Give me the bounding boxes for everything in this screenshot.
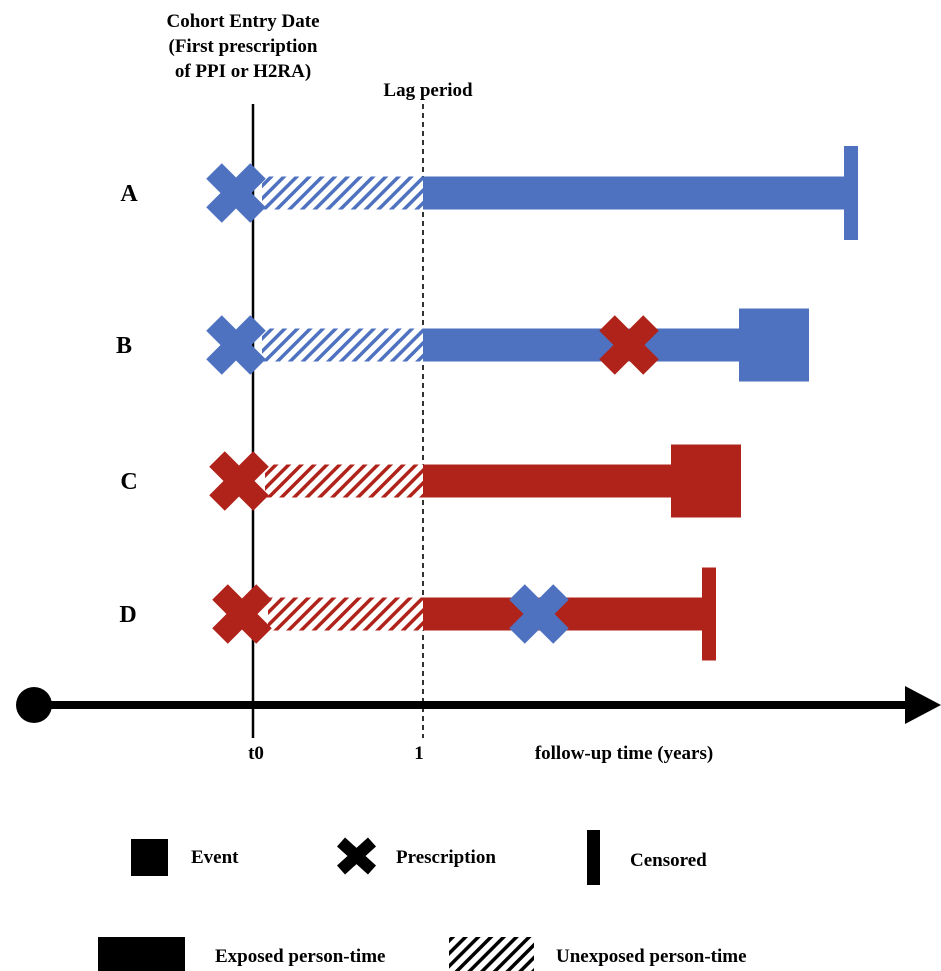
exposed-person-time-bar bbox=[423, 176, 850, 210]
axis-tick-t0: t0 bbox=[248, 743, 264, 764]
cohort-entry-heading: Cohort Entry Date (First prescription of… bbox=[166, 11, 319, 82]
filled-square-icon bbox=[131, 839, 168, 876]
exposed-person-time-bar bbox=[423, 464, 705, 498]
participant-rows: A B C D bbox=[116, 146, 858, 661]
unexposed-person-time-bar bbox=[262, 176, 423, 210]
row-label: C bbox=[120, 469, 137, 495]
censored-bar-icon bbox=[702, 567, 716, 661]
legend-unexposed-label: Unexposed person-time bbox=[556, 946, 747, 967]
second-prescription-x-icon bbox=[599, 315, 659, 375]
row-label: A bbox=[120, 181, 138, 207]
axis-tick-1: 1 bbox=[414, 743, 424, 764]
exposed-person-time-bar bbox=[423, 328, 772, 362]
axis-arrow-icon bbox=[905, 686, 941, 724]
cohort-entry-line-2: (First prescription bbox=[169, 36, 318, 57]
event-square-icon bbox=[671, 444, 741, 518]
legend-exposed-label: Exposed person-time bbox=[215, 946, 385, 967]
x-mark-icon bbox=[336, 837, 377, 875]
unexposed-swatch-icon bbox=[449, 937, 534, 971]
vertical-bar-icon bbox=[587, 830, 600, 885]
time-axis bbox=[16, 686, 941, 724]
row-b: B bbox=[116, 308, 809, 382]
censored-bar-icon bbox=[844, 146, 858, 240]
row-label: D bbox=[119, 602, 136, 628]
prescription-x-icon bbox=[206, 163, 266, 223]
unexposed-person-time-bar bbox=[265, 464, 423, 498]
legend-prescription-label: Prescription bbox=[396, 847, 496, 868]
legend-censored-label: Censored bbox=[630, 850, 707, 871]
row-a: A bbox=[120, 146, 858, 240]
cohort-entry-line-1: Cohort Entry Date bbox=[166, 11, 319, 32]
row-c: C bbox=[120, 444, 741, 518]
row-d: D bbox=[119, 567, 716, 661]
prescription-x-icon bbox=[209, 451, 269, 511]
legend-event-label: Event bbox=[191, 847, 239, 868]
cohort-entry-line-3: of PPI or H2RA) bbox=[175, 61, 311, 82]
legend: Event Prescription Censored Exposed pers… bbox=[98, 830, 747, 971]
exposed-swatch-icon bbox=[98, 937, 185, 971]
unexposed-person-time-bar bbox=[262, 328, 423, 362]
row-label: B bbox=[116, 333, 132, 359]
lag-period-label: Lag period bbox=[383, 80, 473, 101]
unexposed-person-time-bar bbox=[268, 597, 423, 631]
second-prescription-x-icon bbox=[509, 584, 569, 644]
prescription-x-icon bbox=[212, 584, 272, 644]
axis-label: follow-up time (years) bbox=[535, 743, 713, 764]
prescription-x-icon bbox=[206, 315, 266, 375]
event-square-icon bbox=[739, 308, 809, 382]
